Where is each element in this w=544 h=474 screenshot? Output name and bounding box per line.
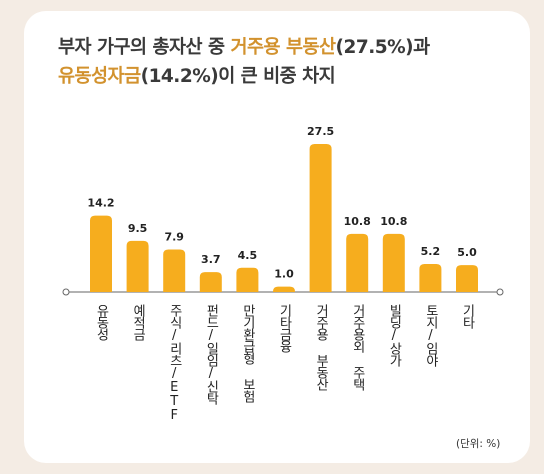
chart-title: 부자 가구의 총자산 중 거주용 부동산(27.5%)과 유동성자금(14.2%… [58,33,518,91]
category-label-1: 예적금 [130,304,145,341]
bar-7 [346,233,369,292]
category-label-9: 토지/임야 [423,304,438,367]
bar-3 [199,272,222,292]
category-label-2: 주식/리츠/ETF [167,304,182,422]
category-label-8: 빌딩/상가 [386,304,401,367]
category-label-3: 펀드/일임/신탁 [203,304,218,405]
bar-1 [126,240,149,292]
bar-4 [236,267,259,292]
title-line2-highlight: 유동성자금 [58,66,141,87]
category-label-10: 기타 [460,304,475,329]
data-label-2: 7.9 [164,230,184,243]
title-line1-post: (27.5%)과 [335,37,431,58]
axis-start-marker [62,288,70,296]
data-label-10: 5.0 [457,246,477,259]
data-label-0: 14.2 [87,197,114,210]
bar-0 [90,215,112,292]
unit-note: (단위: %) [456,438,501,450]
category-label-7: 거주용외 주택 [350,304,365,391]
title-line2-post: (14.2%)이 큰 비중 차지 [140,66,336,87]
bar-6 [309,144,332,292]
data-label-4: 4.5 [238,249,258,262]
category-label-6: 거주용 부동산 [313,304,328,391]
data-label-1: 9.5 [128,222,148,235]
bar-9 [419,264,442,292]
category-label-0: 유동성 [94,304,109,341]
title-line1-pre: 부자 가구의 총자산 중 [58,37,231,58]
data-label-6: 27.5 [307,125,334,138]
axis-end-marker [496,288,504,296]
data-label-7: 10.8 [344,215,371,228]
title-line1-highlight: 거주용 부동산 [230,37,336,58]
bar-8 [382,233,405,292]
category-label-5: 기타금융 [277,304,292,353]
data-label-8: 10.8 [380,215,407,228]
data-label-9: 5.2 [421,245,441,258]
bar-10 [456,265,478,292]
data-label-3: 3.7 [201,253,221,266]
bar-5 [273,286,295,292]
data-label-5: 1.0 [274,268,294,281]
bar-2 [163,249,186,292]
category-label-4: 만기환급형 보험 [240,304,255,403]
